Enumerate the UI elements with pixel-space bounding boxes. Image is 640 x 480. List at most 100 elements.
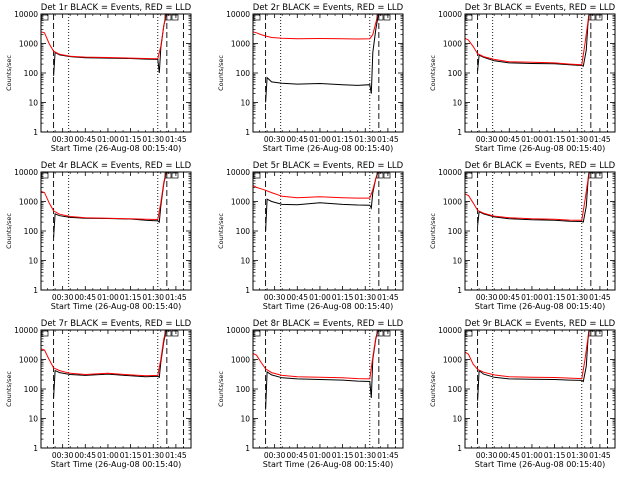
chart-panel-4: Det 4r BLACK = Events, RED = LLD 1 10 100 10… [5, 161, 192, 311]
x-tick-label: 01:30 [566, 293, 588, 302]
x-tick-label: 01:00 [521, 451, 543, 460]
y-axis-label: Counts/sec [5, 55, 13, 91]
x-tick-label: 01:15 [544, 451, 566, 460]
x-tick-label: 01:45 [377, 135, 399, 144]
corner-box-marker [383, 14, 391, 21]
chart-title: Det 6r BLACK = Events, RED = LLD [465, 161, 616, 171]
x-tick-label: 00:45 [74, 293, 96, 302]
y-tick-label: 10 [452, 99, 462, 108]
y-axis-label: Counts/sec [5, 213, 13, 249]
corner-box-marker [253, 330, 261, 337]
events-series-line [265, 14, 379, 103]
y-tick-label: 1 [245, 286, 250, 295]
x-tick-label: 01:15 [120, 451, 142, 460]
x-axis-label: Start Time (26-Aug-08 00:15:40) [51, 144, 182, 153]
y-tick-label: 1000 [443, 40, 462, 49]
x-tick-label: 01:00 [309, 451, 331, 460]
y-tick-label: 10000 [226, 168, 250, 177]
y-tick-label: 10000 [226, 326, 250, 335]
corner-box-marker [171, 14, 179, 21]
x-tick-label: 00:30 [264, 135, 286, 144]
corner-box-marker [588, 14, 596, 21]
y-tick-label: 1000 [19, 40, 38, 49]
x-tick-label: 01:45 [165, 135, 187, 144]
chart-title: Det 9r BLACK = Events, RED = LLD [465, 319, 616, 329]
y-tick-label: 1000 [19, 356, 38, 365]
corner-box-marker [253, 172, 261, 179]
x-tick-label: 01:15 [332, 451, 354, 460]
corner-box-marker [171, 330, 179, 337]
y-tick-label: 1000 [19, 198, 38, 207]
x-tick-label: 01:45 [589, 293, 611, 302]
y-tick-label: 10 [240, 99, 250, 108]
y-tick-label: 100 [236, 69, 251, 78]
x-tick-label: 00:45 [286, 293, 308, 302]
x-tick-label: 01:00 [97, 451, 119, 460]
x-tick-label: 01:30 [354, 451, 376, 460]
y-tick-label: 1 [245, 444, 250, 453]
y-tick-label: 1000 [443, 198, 462, 207]
lld-series-line [465, 14, 590, 66]
y-tick-label: 10 [28, 99, 38, 108]
y-tick-label: 10000 [14, 326, 38, 335]
corner-box-marker [376, 14, 384, 21]
y-axis-label: Counts/sec [429, 371, 437, 407]
events-series-line [477, 172, 590, 226]
y-tick-label: 10000 [14, 10, 38, 19]
y-tick-label: 1000 [443, 356, 462, 365]
x-tick-label: 01:15 [120, 293, 142, 302]
x-tick-label: 01:00 [97, 135, 119, 144]
x-tick-label: 00:45 [498, 451, 520, 460]
x-axis-label: Start Time (26-Aug-08 00:15:40) [475, 460, 606, 469]
x-tick-label: 01:00 [97, 293, 119, 302]
x-tick-label: 01:30 [142, 135, 164, 144]
x-tick-label: 00:45 [286, 451, 308, 460]
corner-box-marker [465, 172, 473, 179]
x-tick-label: 00:45 [286, 135, 308, 144]
y-axis-label: Counts/sec [217, 213, 225, 249]
y-tick-label: 1000 [231, 40, 250, 49]
x-tick-label: 00:30 [476, 451, 498, 460]
x-tick-label: 01:00 [521, 135, 543, 144]
corner-box-marker [465, 330, 473, 337]
corner-box-marker [465, 14, 473, 21]
y-tick-label: 1 [457, 128, 462, 137]
x-axis-label: Start Time (26-Aug-08 00:15:40) [263, 460, 394, 469]
x-tick-label: 01:45 [165, 451, 187, 460]
chart-title: Det 2r BLACK = Events, RED = LLD [253, 3, 404, 13]
plot-frame [252, 171, 404, 291]
lld-series-line [253, 172, 379, 199]
x-axis-label: Start Time (26-Aug-08 00:15:40) [263, 302, 394, 311]
y-axis-label: Counts/sec [217, 55, 225, 91]
x-tick-label: 01:45 [165, 293, 187, 302]
corner-box-marker [164, 330, 172, 337]
chart-title: Det 3r BLACK = Events, RED = LLD [465, 3, 616, 13]
chart-panel-1: Det 1r BLACK = Events, RED = LLD 1 10 100 10… [5, 3, 192, 153]
chart-title: Det 7r BLACK = Events, RED = LLD [41, 319, 192, 329]
y-tick-label: 10 [452, 415, 462, 424]
lld-series-line [465, 172, 590, 221]
corner-box-marker [595, 330, 603, 337]
corner-box-marker [376, 172, 384, 179]
y-tick-label: 10000 [438, 10, 462, 19]
y-tick-label: 100 [24, 69, 39, 78]
x-tick-label: 01:45 [377, 451, 399, 460]
y-tick-label: 10 [28, 415, 38, 424]
corner-box-marker [595, 172, 603, 179]
corner-box-marker [383, 172, 391, 179]
corner-box-marker [588, 330, 596, 337]
y-tick-label: 1000 [231, 356, 250, 365]
events-series-line [53, 330, 167, 398]
y-axis-label: Counts/sec [429, 55, 437, 91]
corner-box-marker [171, 172, 179, 179]
chart-title: Det 4r BLACK = Events, RED = LLD [41, 161, 192, 171]
plot-frame [252, 329, 404, 449]
x-tick-label: 00:30 [264, 293, 286, 302]
y-axis-label: Counts/sec [5, 371, 13, 407]
chart-panel-2: Det 2r BLACK = Events, RED = LLD 1 10 100 10… [217, 3, 404, 153]
y-tick-label: 10 [28, 257, 38, 266]
x-tick-label: 01:45 [377, 293, 399, 302]
chart-panel-5: Det 5r BLACK = Events, RED = LLD 1 10 100 10… [217, 161, 404, 311]
corner-box-marker [164, 14, 172, 21]
